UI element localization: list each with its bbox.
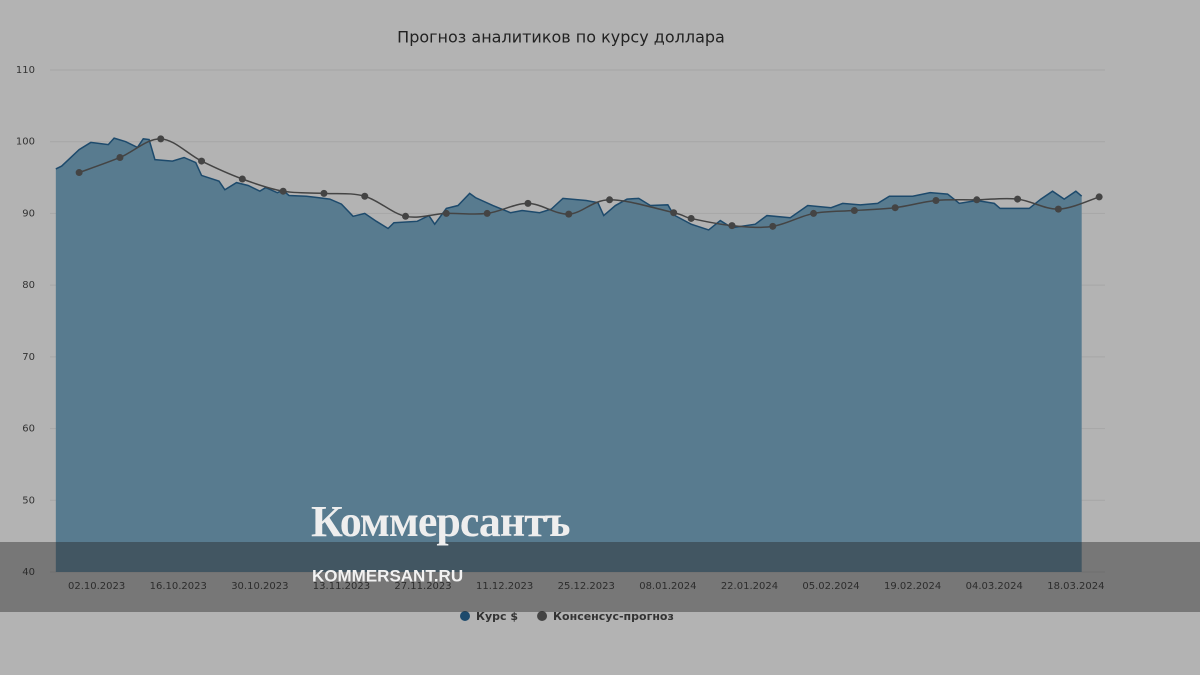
x-tick-label: 30.10.2023 [231, 581, 288, 592]
forecast-marker [402, 212, 410, 220]
watermark-logo: Коммерсантъ [311, 497, 570, 546]
forecast-marker [769, 222, 777, 230]
forecast-marker [670, 209, 678, 217]
forecast-marker [157, 135, 165, 143]
x-tick-label: 04.03.2024 [966, 581, 1023, 592]
forecast-marker [973, 196, 981, 204]
forecast-marker [891, 204, 899, 212]
forecast-marker [565, 210, 573, 218]
forecast-marker [932, 197, 940, 205]
x-tick-label: 18.03.2024 [1047, 581, 1104, 592]
x-tick-label: 11.12.2023 [476, 581, 533, 592]
forecast-line [78, 138, 1100, 229]
forecast-marker [606, 196, 614, 204]
x-tick-label: 08.01.2024 [639, 581, 696, 592]
area-fill [55, 138, 1082, 572]
y-tick-label: 100 [16, 137, 35, 148]
legend-label: Курс $ [476, 610, 518, 623]
y-tick-label: 40 [22, 567, 35, 578]
legend-marker [460, 611, 470, 621]
forecast-marker [1014, 195, 1022, 203]
y-tick-label: 70 [22, 352, 35, 363]
forecast-marker [687, 214, 695, 222]
y-tick-label: 110 [16, 65, 35, 76]
x-tick-label: 05.02.2024 [802, 581, 859, 592]
forecast-marker [361, 192, 369, 200]
forecast-marker [238, 175, 246, 183]
y-tick-label: 80 [22, 280, 35, 291]
forecast-marker [1095, 193, 1103, 201]
forecast-marker [1054, 205, 1062, 213]
forecast-marker [320, 189, 328, 197]
forecast-marker [850, 207, 858, 215]
watermark-site: KOMMERSANT.RU [312, 566, 463, 585]
forecast-marker [524, 199, 532, 207]
forecast-marker [483, 209, 491, 217]
chart-title: Прогноз аналитиков по курсу доллара [397, 28, 725, 47]
forecast-marker [442, 209, 450, 217]
x-tick-label: 22.01.2024 [721, 581, 778, 592]
watermark-band [0, 542, 1200, 612]
x-tick-label: 19.02.2024 [884, 581, 941, 592]
forecast-marker [279, 187, 287, 195]
y-tick-label: 50 [22, 495, 35, 506]
y-tick-label: 90 [22, 208, 35, 219]
x-tick-label: 16.10.2023 [150, 581, 207, 592]
x-tick-label: 25.12.2023 [558, 581, 615, 592]
x-tick-label: 13.11.2023 [313, 581, 370, 592]
forecast-marker [810, 209, 818, 217]
forecast-marker [116, 153, 124, 161]
x-tick-label: 02.10.2023 [68, 581, 125, 592]
forecast-marker [728, 222, 736, 230]
forecast-marker [75, 169, 83, 177]
y-tick-label: 60 [22, 424, 35, 435]
area-line [55, 137, 1083, 231]
forecast-marker [198, 157, 206, 165]
legend-label: Консенсус-прогноз [553, 610, 674, 623]
x-tick-label: 27.11.2023 [394, 581, 451, 592]
legend-marker [537, 611, 548, 621]
